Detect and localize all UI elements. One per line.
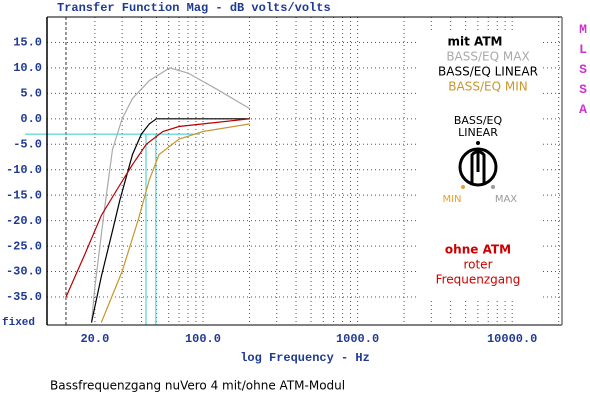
- y-tick-label: -35.0: [6, 290, 42, 304]
- corner-label: fixed: [2, 317, 35, 329]
- y-tick-label: -5.0: [13, 137, 42, 151]
- knob-min: MIN: [442, 194, 461, 205]
- knob-max: MAX: [495, 194, 517, 205]
- knob: BASS/EQ LINEAR MIN MAX: [442, 114, 517, 205]
- caption: Bassfrequenzgang nuVero 4 mit/ohne ATM-M…: [50, 379, 345, 393]
- y-tick-label: -10.0: [6, 163, 42, 177]
- y-tick-label: 5.0: [20, 87, 42, 101]
- x-axis-label: log Frequency - Hz: [240, 351, 370, 365]
- red-note: Frequenzgang: [436, 273, 521, 287]
- series-line: [100, 123, 250, 323]
- legend-entry: BASS/EQ MIN: [448, 80, 527, 94]
- chart-title: Transfer Function Mag - dB volts/volts: [57, 1, 331, 15]
- knob-label: LINEAR: [458, 126, 498, 139]
- y-tick-label: 10.0: [13, 61, 42, 75]
- y-tick-label: 15.0: [13, 36, 42, 50]
- series-line: [90, 67, 251, 323]
- red-note: roter: [463, 258, 492, 272]
- legend-title: mit ATM: [447, 35, 502, 49]
- y-tick-label: -20.0: [6, 214, 42, 228]
- legend-entry: BASS/EQ MAX: [446, 50, 529, 64]
- x-tick-label: 20.0: [80, 332, 109, 346]
- x-tick-label: 10000.0: [487, 332, 537, 346]
- side-label: MLSSA: [576, 22, 590, 122]
- series-line: [65, 118, 250, 298]
- y-tick-label: -15.0: [6, 188, 42, 202]
- y-tick-label: -30.0: [6, 265, 42, 279]
- y-tick-label: 0.0: [20, 112, 42, 126]
- plot-area: 15.0 10.0 5.0 0.0 -5.0 -10.0 -15.0 -20.0 -25.0 -3…: [6, 16, 563, 346]
- x-tick-label: 100.0: [185, 332, 221, 346]
- red-note-title: ohne ATM: [445, 243, 511, 257]
- legend-entry: BASS/EQ LINEAR: [438, 65, 538, 79]
- knob-dot: [461, 185, 465, 189]
- x-tick-label: 1000.0: [336, 332, 379, 346]
- y-tick-label: -25.0: [6, 239, 42, 253]
- knob-label: BASS/EQ: [454, 114, 503, 127]
- knob-dot: [491, 185, 495, 189]
- knob-pointer: [470, 150, 486, 185]
- series-line: [90, 118, 250, 323]
- knob-dot: [476, 141, 480, 145]
